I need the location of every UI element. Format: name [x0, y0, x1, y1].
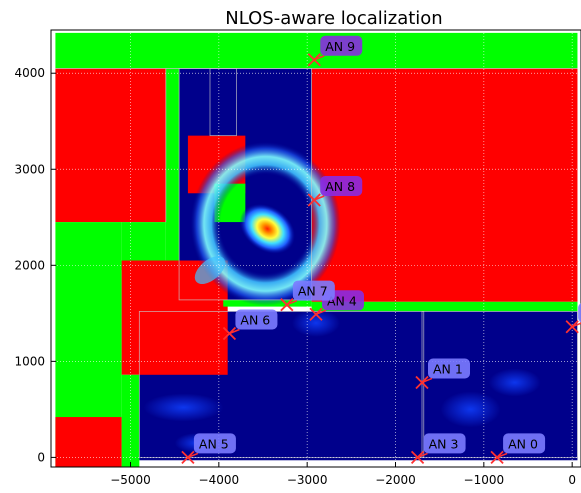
anchor-label-box — [578, 303, 581, 323]
x-tick-label: −1000 — [464, 473, 505, 487]
y-tick-label: 1000 — [14, 354, 45, 368]
anchor-label: AN 7 — [298, 284, 328, 299]
x-tick-label: −2000 — [375, 473, 416, 487]
anchor-marker — [307, 53, 321, 67]
anchor-an-9: AN 9 — [307, 35, 363, 67]
anchor-marker — [181, 450, 195, 465]
nlos-region-6 — [55, 417, 122, 467]
anchor-an-0: AN 0 — [490, 433, 546, 465]
likelihood-glow-1 — [440, 391, 501, 428]
los-region-12 — [311, 301, 578, 312]
anchor-label-box — [428, 358, 470, 379]
x-axis: −5000 −4000 −3000 −2000 −1000 0 — [110, 462, 576, 487]
x-tick-label: 0 — [568, 473, 576, 487]
los-region-10 — [165, 68, 180, 261]
anchor-label-box — [292, 280, 335, 301]
anchor-an-5: AN 5 — [181, 433, 236, 465]
anchor-an-6: AN 6 — [222, 309, 278, 341]
anchor-marker — [309, 307, 323, 321]
anchor-marker — [415, 375, 429, 390]
plot-frame — [50, 29, 581, 468]
likelihood-glow-0 — [488, 368, 541, 397]
likelihood-heatmap — [143, 141, 541, 453]
y-tick-label: 4000 — [14, 66, 45, 80]
likelihood-glow-2 — [143, 393, 224, 422]
likelihood-streak — [194, 256, 226, 284]
anchor-label: AN 3 — [429, 436, 459, 451]
anchor-label: AN 5 — [199, 436, 229, 451]
anchor-label: AN 8 — [325, 179, 355, 194]
anchor-label: AN 6 — [240, 312, 270, 327]
anchor-an-3: AN 3 — [410, 433, 466, 465]
likelihood-glow-3 — [292, 308, 340, 337]
y-tick-label: 0 — [37, 450, 45, 464]
anchor-marker — [565, 320, 579, 334]
nlos-region-1 — [55, 68, 166, 223]
anchor-an-1: AN 1 — [415, 358, 470, 390]
wall-outline-1 — [138, 311, 578, 458]
anchor-label: AN 0 — [508, 436, 538, 451]
grid-lines — [51, 30, 581, 467]
anchor-label: AN 9 — [325, 39, 355, 54]
likelihood-peak — [239, 203, 296, 254]
anchor-marker — [410, 450, 425, 465]
x-tick-label: −3000 — [287, 473, 328, 487]
anchor-label-box — [235, 309, 278, 330]
anchor-marker — [222, 326, 237, 341]
chart-title: NLOS-aware localization — [225, 8, 442, 29]
y-tick-label: 3000 — [14, 162, 45, 176]
anchor-label-box — [423, 433, 466, 454]
x-tick-label: −5000 — [110, 473, 151, 487]
y-tick-label: 2000 — [14, 258, 45, 272]
anchor-marker — [490, 450, 504, 465]
y-axis: 0 1000 2000 3000 4000 — [14, 66, 56, 464]
anchor-label-box — [320, 35, 363, 56]
anchor-label-box — [503, 433, 546, 454]
anchor-marker — [280, 298, 294, 312]
anchor-an-7: AN 7 — [280, 280, 335, 312]
floorplan-walls — [55, 68, 578, 467]
anchor-marker — [307, 193, 321, 207]
anchor-label-box — [193, 433, 236, 454]
anchor-label-box — [320, 175, 363, 196]
x-tick-label: −4000 — [199, 473, 240, 487]
anchor-an-8: AN 8 — [307, 175, 363, 207]
anchor-label: AN 1 — [433, 361, 463, 376]
